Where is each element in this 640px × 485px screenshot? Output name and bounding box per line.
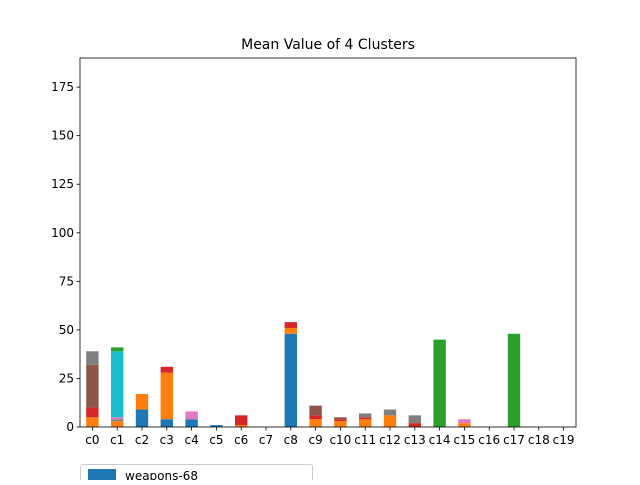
bar-segment-c1-s7 bbox=[111, 347, 124, 352]
bar-segment-c1-s1 bbox=[111, 421, 124, 427]
axes-layer: 0 25 50 75 100 125 150 175 c0 c1 c2 c3 c4 c5 c6 c7 c8 c9 c… bbox=[51, 57, 577, 447]
bar-segment-c10-s3 bbox=[334, 417, 347, 420]
bar-segment-c12-s1 bbox=[383, 415, 397, 427]
legend-label-weapons-68: weapons-68 bbox=[125, 469, 198, 480]
bar-segment-c0-s2 bbox=[86, 407, 99, 418]
bar-segment-c1-s4 bbox=[111, 419, 124, 422]
bar-segment-c9-s2 bbox=[309, 415, 322, 420]
x-tick-label-c10: c10 bbox=[329, 433, 351, 447]
x-tick-label-c2: c2 bbox=[135, 433, 149, 447]
bar-segment-c4-s0 bbox=[185, 419, 198, 427]
bar-segment-c6-s2 bbox=[235, 415, 248, 426]
chart-title: Mean Value of 4 Clusters bbox=[241, 37, 415, 53]
bar-segment-c1-s6 bbox=[111, 351, 124, 418]
y-tick-label-75: 75 bbox=[59, 274, 74, 288]
bar-segment-c8-s0 bbox=[284, 333, 297, 427]
y-tick-label-25: 25 bbox=[59, 371, 74, 385]
x-tick-label-c6: c6 bbox=[234, 433, 248, 447]
legend: weapons-68 bbox=[80, 464, 313, 485]
bar-segment-c9-s1 bbox=[309, 419, 322, 427]
x-tick-label-c11: c11 bbox=[354, 433, 376, 447]
x-tick-label-c12: c12 bbox=[379, 433, 401, 447]
legend-swatch-weapons-68 bbox=[88, 469, 116, 480]
bar-segment-c17-s7 bbox=[507, 333, 521, 427]
y-tick-label-175: 175 bbox=[51, 80, 74, 94]
x-tick-label-c4: c4 bbox=[184, 433, 198, 447]
y-tick-label-0: 0 bbox=[66, 420, 74, 434]
bar-segment-c15-s5 bbox=[458, 419, 471, 424]
x-tick-label-c16: c16 bbox=[478, 433, 500, 447]
bar-segment-c10-s1 bbox=[334, 421, 347, 427]
bar-segment-c10-s2 bbox=[334, 419, 347, 422]
y-tick-label-100: 100 bbox=[51, 226, 74, 240]
plot-frame bbox=[79, 57, 577, 428]
bar-segment-c15-s1 bbox=[458, 423, 471, 427]
bar-segment-c11-s2 bbox=[359, 417, 372, 420]
bars-layer bbox=[86, 322, 521, 427]
bar-segment-c13-s2 bbox=[408, 423, 421, 427]
bar-segment-c14-s7 bbox=[433, 339, 446, 427]
bar-segment-c0-s3 bbox=[86, 364, 99, 408]
x-tick-label-c7: c7 bbox=[259, 433, 273, 447]
x-tick-label-c3: c3 bbox=[160, 433, 174, 447]
y-tick-label-150: 150 bbox=[51, 129, 74, 143]
bar-segment-c1-s5 bbox=[111, 417, 124, 420]
bar-segment-c5-s0 bbox=[210, 425, 223, 427]
bar-segment-c11-s4 bbox=[359, 413, 372, 418]
bar-segment-c3-s0 bbox=[160, 419, 173, 427]
bar-segment-c3-s2 bbox=[160, 366, 173, 373]
bar-segment-c11-s1 bbox=[359, 419, 372, 427]
x-tick-label-c1: c1 bbox=[110, 433, 124, 447]
bar-segment-c3-s1 bbox=[160, 372, 173, 420]
x-tick-label-c5: c5 bbox=[209, 433, 223, 447]
bar-segment-c0-s1 bbox=[86, 417, 99, 427]
bar-segment-c0-s4 bbox=[86, 351, 99, 365]
bar-segment-c2-s1 bbox=[135, 393, 149, 410]
x-tick-label-c0: c0 bbox=[85, 433, 99, 447]
bar-segment-c4-s5 bbox=[185, 411, 198, 420]
bar-segment-c8-s1 bbox=[284, 327, 297, 334]
bar-segment-c13-s4 bbox=[408, 415, 421, 424]
x-tick-label-c8: c8 bbox=[284, 433, 298, 447]
y-tick-label-50: 50 bbox=[59, 323, 74, 337]
x-tick-label-c15: c15 bbox=[453, 433, 475, 447]
x-tick-label-c14: c14 bbox=[429, 433, 451, 447]
bar-segment-c6-s1 bbox=[235, 425, 248, 427]
y-tick-label-125: 125 bbox=[51, 177, 74, 191]
bar-segment-c9-s3 bbox=[309, 405, 322, 416]
x-tick-label-c13: c13 bbox=[404, 433, 426, 447]
x-tick-label-c17: c17 bbox=[503, 433, 525, 447]
x-tick-label-c19: c19 bbox=[553, 433, 575, 447]
bar-segment-c8-s2 bbox=[284, 322, 297, 328]
bar-segment-c2-s0 bbox=[135, 409, 149, 427]
x-tick-label-c9: c9 bbox=[308, 433, 322, 447]
x-tick-label-c18: c18 bbox=[528, 433, 550, 447]
bar-segment-c12-s4 bbox=[383, 409, 397, 416]
